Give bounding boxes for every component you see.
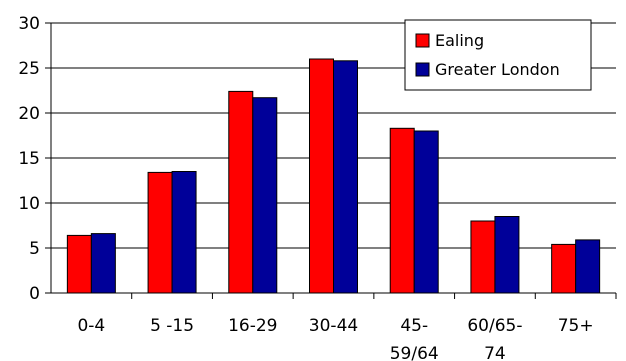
y-tick-label: 0: [29, 284, 40, 304]
bar-ealing: [147, 171, 173, 294]
x-tick-label: 75+: [558, 316, 594, 336]
y-tick-label: 30: [18, 14, 40, 34]
x-tick-label: 5 -15: [150, 316, 194, 336]
y-tick-label: 10: [18, 194, 40, 214]
legend-swatch: [415, 62, 430, 77]
bar-greater-london: [252, 97, 278, 294]
legend-label: Ealing: [435, 31, 484, 50]
legend-label: Greater London: [435, 60, 560, 79]
bar-greater-london: [90, 233, 116, 294]
axes: [45, 22, 617, 299]
legend: Ealing Greater London: [404, 19, 592, 91]
legend-box: [404, 19, 592, 91]
bar-greater-london: [494, 216, 520, 294]
x-tick-label: 0-4: [77, 316, 105, 336]
bar-greater-london: [333, 60, 358, 294]
y-tick-label: 5: [29, 239, 40, 259]
bar-ealing: [309, 58, 334, 294]
bar-greater-london: [413, 130, 439, 294]
x-tick-label: 60/65-74: [467, 316, 522, 361]
x-tick-label: 16-29: [228, 316, 277, 336]
y-tick-label: 20: [18, 104, 40, 124]
bar-greater-london: [575, 239, 601, 294]
bar-ealing: [389, 127, 415, 294]
bar-ealing: [66, 234, 92, 294]
bar-ealing: [470, 220, 496, 294]
bars: [66, 58, 601, 294]
y-tick-label: 15: [18, 149, 40, 169]
legend-swatch: [415, 33, 430, 48]
x-tick-label: 30-44: [309, 316, 358, 336]
bar-greater-london: [171, 171, 197, 294]
y-tick-labels: 0 5 10 15 20 25 30: [18, 14, 40, 304]
x-tick-labels: 0-4 5 -15 16-29 30-44 45-59/64 60/65-74 75+: [77, 316, 593, 361]
y-tick-label: 25: [18, 59, 40, 79]
x-tick-label: 45-59/64: [390, 316, 439, 361]
bar-ealing: [551, 243, 577, 294]
bar-ealing: [228, 90, 254, 294]
